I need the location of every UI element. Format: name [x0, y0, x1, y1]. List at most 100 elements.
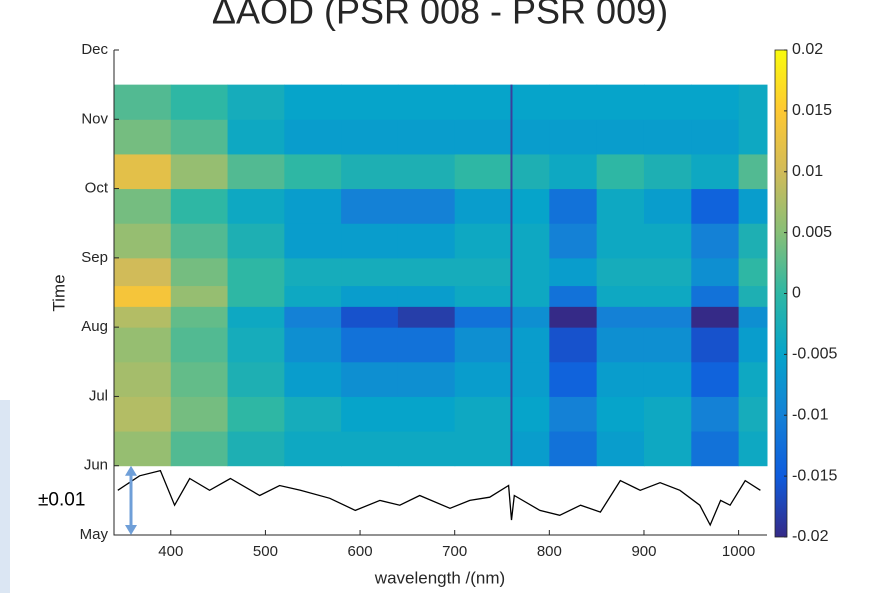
heatmap-cell — [227, 361, 285, 397]
heatmap-cell — [170, 285, 229, 307]
heatmap-cell — [596, 153, 645, 190]
heatmap-cell — [643, 223, 692, 259]
heatmap-cell — [511, 223, 550, 259]
x-tick-label: 700 — [442, 543, 467, 560]
heatmap-cell — [341, 223, 399, 259]
scale-arrow-head — [125, 525, 137, 535]
heatmap-cell — [691, 119, 740, 155]
heatmap-cell — [738, 188, 768, 224]
colorbar-tick-label: -0.02 — [792, 528, 829, 545]
heatmap-cell — [454, 257, 512, 287]
heatmap-cell — [454, 327, 512, 363]
heatmap-cell — [341, 361, 399, 397]
heatmap-cell — [549, 119, 598, 155]
colorbar-tick-label: 0 — [792, 285, 801, 302]
y-tick-label: Oct — [85, 180, 109, 197]
heatmap-cell — [511, 84, 550, 120]
heatmap-cell — [114, 361, 172, 397]
heatmap-cell — [511, 188, 550, 224]
heatmap-cell — [643, 431, 692, 467]
heatmap-cell — [227, 119, 285, 155]
heatmap-cell — [170, 396, 229, 432]
colorbar-tick-label: -0.01 — [792, 406, 829, 423]
heatmap-cell — [397, 153, 456, 190]
heatmap-cell — [341, 188, 399, 224]
heatmap-cell — [511, 285, 550, 307]
heatmap-cell — [170, 431, 229, 467]
heatmap-cell — [170, 327, 229, 363]
heatmap-cell — [738, 327, 768, 363]
colorbar-tick-label: 0.005 — [792, 224, 832, 241]
heatmap-cell — [549, 285, 598, 307]
heatmap-cell — [738, 285, 768, 307]
heatmap-cell — [691, 188, 740, 224]
heatmap-cell — [284, 188, 342, 224]
heatmap-cell — [454, 84, 512, 120]
heatmap-cell — [454, 188, 512, 224]
heatmap-cell — [691, 431, 740, 467]
heatmap-cell — [227, 153, 285, 190]
heatmap-cell — [596, 431, 645, 467]
heatmap-cell — [284, 285, 342, 307]
heatmap-cell — [397, 396, 456, 432]
heatmap-cell — [170, 119, 229, 155]
y-tick-label: Jul — [89, 387, 108, 404]
heatmap-cell — [511, 257, 550, 287]
heatmap-cell — [596, 84, 645, 120]
heatmap-cell — [114, 188, 172, 224]
y-tick-label: Jun — [84, 457, 108, 474]
side-panel — [0, 400, 10, 593]
heatmap-cell — [596, 396, 645, 432]
heatmap-cell — [341, 285, 399, 307]
heatmap-cell — [549, 153, 598, 190]
colorbar-tick-label: 0.015 — [792, 102, 832, 119]
heatmap-cell — [284, 306, 342, 328]
heatmap-cell — [227, 285, 285, 307]
heatmap-cell — [397, 327, 456, 363]
heatmap-cell — [738, 223, 768, 259]
heatmap-cell — [691, 396, 740, 432]
heatmap-cell — [549, 223, 598, 259]
colorbar-tick-label: 0.02 — [792, 41, 823, 58]
heatmap-cell — [284, 431, 342, 467]
heatmap-cell — [596, 285, 645, 307]
heatmap-cell — [397, 285, 456, 307]
heatmap-cell — [170, 153, 229, 190]
heatmap-cell — [397, 223, 456, 259]
heatmap-cell — [397, 188, 456, 224]
heatmap-cell — [549, 84, 598, 120]
heatmap-cell — [341, 327, 399, 363]
heatmap-cell — [511, 306, 550, 328]
heatmap-cell — [341, 153, 399, 190]
heatmap-cell — [454, 306, 512, 328]
heatmap-cell — [643, 84, 692, 120]
heatmap-cell — [511, 327, 550, 363]
heatmap-cell — [596, 361, 645, 397]
heatmap-cell — [114, 119, 172, 155]
heatmap-cell — [341, 396, 399, 432]
heatmap-cell — [114, 327, 172, 363]
heatmap-cell — [227, 84, 285, 120]
heatmap-cell — [511, 153, 550, 190]
heatmap-cell — [691, 306, 740, 328]
colorbar-tick-label: 0.01 — [792, 163, 823, 180]
y-tick-label: Sep — [81, 249, 108, 266]
x-tick-label: 400 — [158, 543, 183, 560]
heatmap-cell — [284, 327, 342, 363]
heatmap-cell — [511, 431, 550, 467]
heatmap-cell — [341, 84, 399, 120]
heatmap-cell — [227, 306, 285, 328]
heatmap-cell — [227, 396, 285, 432]
heatmap-cell — [738, 361, 768, 397]
heatmap-cell — [341, 431, 399, 467]
heatmap-cell — [170, 188, 229, 224]
heatmap-cell — [454, 153, 512, 190]
heatmap-cell — [549, 361, 598, 397]
heatmap-cell — [341, 306, 399, 328]
heatmap-cell — [454, 119, 512, 155]
heatmap-cell — [170, 223, 229, 259]
heatmap-cell — [397, 361, 456, 397]
heatmap-cell — [596, 119, 645, 155]
